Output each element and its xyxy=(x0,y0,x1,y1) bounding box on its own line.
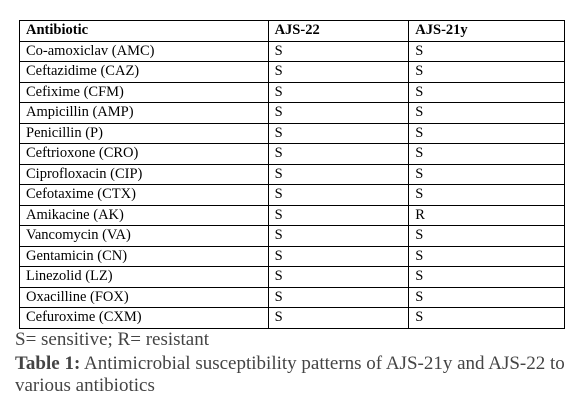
table-row: Penicillin (P) S S xyxy=(19,122,565,144)
table-cell: Linezolid (LZ) xyxy=(19,266,269,288)
table-cell: Oxacilline (FOX) xyxy=(19,286,269,308)
table-cell: S xyxy=(408,122,565,144)
table-cell: S xyxy=(267,245,410,267)
table-cell: S xyxy=(408,225,565,247)
table-cell: S xyxy=(267,163,410,185)
table-cell: Gentamicin (CN) xyxy=(19,245,269,267)
table-cell: Cefixime (CFM) xyxy=(19,81,269,103)
caption: Table 1: Antimicrobial susceptibility pa… xyxy=(15,353,575,397)
table-row: Linezolid (LZ) S S xyxy=(19,266,565,288)
table-body: Co-amoxiclav (AMC) S S Ceftazidime (CAZ) S S C… xyxy=(19,40,565,329)
header-cell: Antibiotic xyxy=(19,20,269,42)
caption-label: Table 1: xyxy=(15,353,81,374)
header-row: Antibiotic AJS-22 AJS-21y xyxy=(19,20,565,42)
table-cell: S xyxy=(267,307,410,329)
table-cell: S xyxy=(408,286,565,308)
table-row: Co-amoxiclav (AMC) S S xyxy=(19,40,565,62)
table-row: Ceftrioxone (CRO) S S xyxy=(19,143,565,165)
table-row: Vancomycin (VA) S S xyxy=(19,225,565,247)
table-row: Oxacilline (FOX) S S xyxy=(19,286,565,308)
table-cell: S xyxy=(267,204,410,226)
table-cell: Co-amoxiclav (AMC) xyxy=(19,40,269,62)
table-cell: Ciprofloxacin (CIP) xyxy=(19,163,269,185)
table-cell: S xyxy=(408,266,565,288)
table-cell: S xyxy=(408,102,565,124)
table-cell: Ceftrioxone (CRO) xyxy=(19,143,269,165)
table-cell: S xyxy=(267,266,410,288)
table-cell: S xyxy=(408,143,565,165)
table-cell: S xyxy=(408,184,565,206)
table-row: Ampicillin (AMP) S S xyxy=(19,102,565,124)
table-cell: Vancomycin (VA) xyxy=(19,225,269,247)
table-cell: S xyxy=(408,81,565,103)
table-cell: S xyxy=(267,81,410,103)
table-cell: S xyxy=(267,61,410,83)
table-cell: S xyxy=(267,122,410,144)
table-cell: S xyxy=(408,245,565,267)
table-cell: Cefotaxime (CTX) xyxy=(19,184,269,206)
table-row: Ceftazidime (CAZ) S S xyxy=(19,61,565,83)
table-cell: Ampicillin (AMP) xyxy=(19,102,269,124)
legend: S= sensitive; R= resistant xyxy=(15,329,210,350)
table-cell: S xyxy=(408,61,565,83)
table-row: Cefuroxime (CXM) S S xyxy=(19,307,565,329)
table-cell: S xyxy=(267,40,410,62)
table-cell: R xyxy=(408,204,565,226)
table-cell: Cefuroxime (CXM) xyxy=(19,307,269,329)
table-cell: S xyxy=(408,40,565,62)
table-row: Cefixime (CFM) S S xyxy=(19,81,565,103)
table-row: Ciprofloxacin (CIP) S S xyxy=(19,163,565,185)
table-cell: S xyxy=(267,286,410,308)
header-cell: AJS-21y xyxy=(408,20,565,42)
table-cell: S xyxy=(408,163,565,185)
table-row: Amikacine (AK) S R xyxy=(19,204,565,226)
table-cell: Amikacine (AK) xyxy=(19,204,269,226)
table-cell: Ceftazidime (CAZ) xyxy=(19,61,269,83)
table-cell: S xyxy=(267,225,410,247)
table-cell: S xyxy=(267,143,410,165)
table-row: Cefotaxime (CTX) S S xyxy=(19,184,565,206)
table-cell: Penicillin (P) xyxy=(19,122,269,144)
header-cell: AJS-22 xyxy=(267,20,410,42)
table-row: Gentamicin (CN) S S xyxy=(19,245,565,267)
table-cell: S xyxy=(267,102,410,124)
table-cell: S xyxy=(408,307,565,329)
table-cell: S xyxy=(267,184,410,206)
caption-text: Antimicrobial susceptibility patterns of… xyxy=(15,353,565,396)
susceptibility-table: Antibiotic AJS-22 AJS-21y Co-amoxiclav (AM… xyxy=(19,20,565,329)
